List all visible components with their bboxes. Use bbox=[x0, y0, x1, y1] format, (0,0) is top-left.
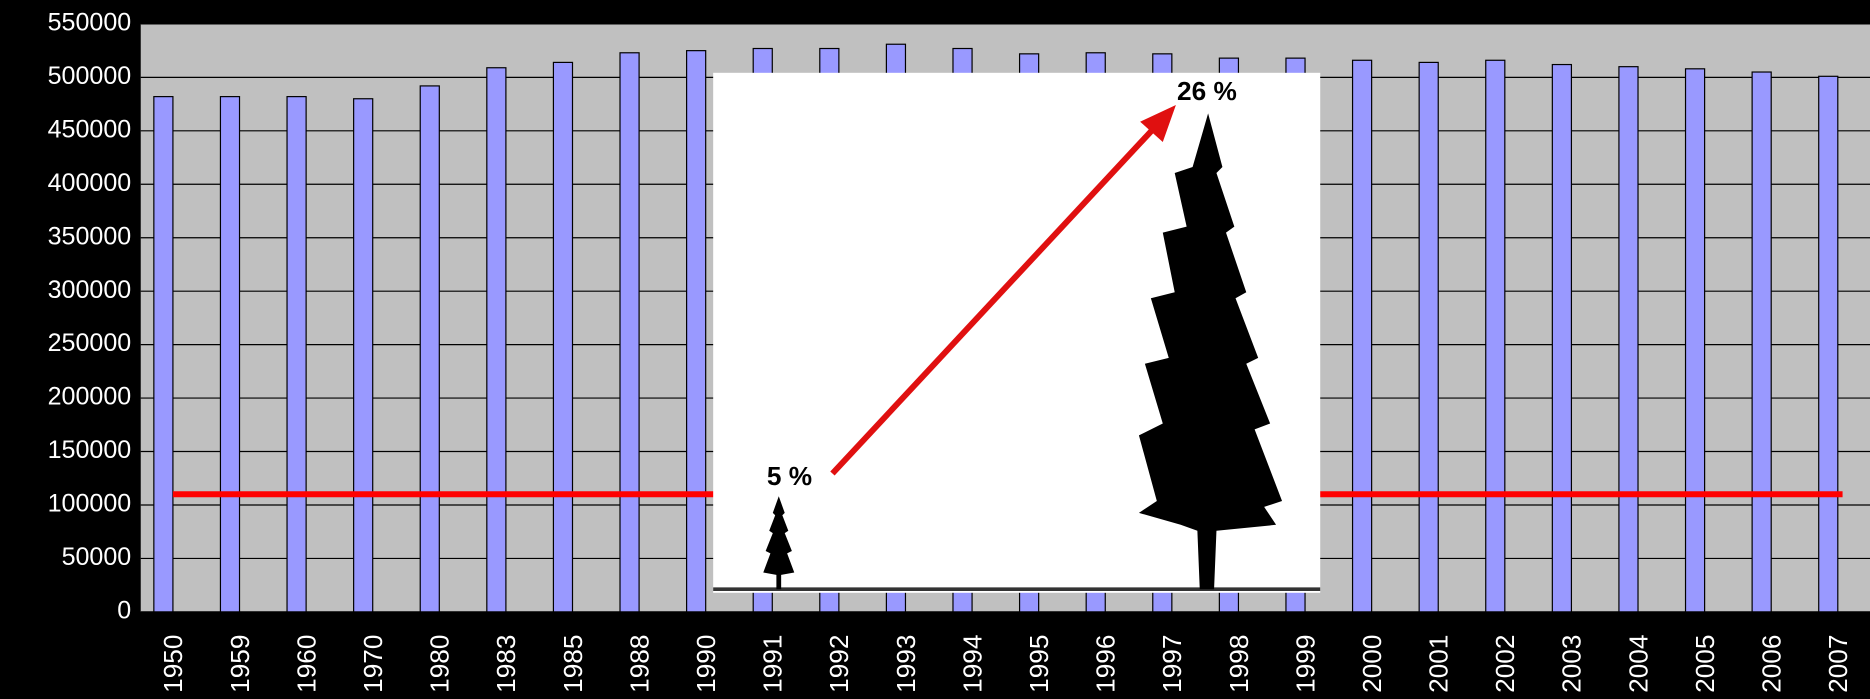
y-tick-label: 350000 bbox=[48, 222, 132, 250]
bar bbox=[553, 62, 572, 611]
x-tick-label: 1980 bbox=[425, 635, 455, 693]
x-tick-label: 1998 bbox=[1224, 635, 1254, 693]
x-tick-label: 2004 bbox=[1623, 635, 1653, 693]
bar bbox=[420, 86, 439, 612]
bar bbox=[287, 97, 306, 612]
y-tick-label: 150000 bbox=[48, 436, 132, 464]
y-tick-label: 250000 bbox=[48, 329, 132, 357]
x-tick-label: 2000 bbox=[1357, 635, 1387, 693]
y-tick-label: 50000 bbox=[62, 543, 132, 571]
x-tick-label: 1999 bbox=[1290, 635, 1320, 693]
bar bbox=[220, 97, 239, 612]
x-tick-label: 1970 bbox=[358, 635, 388, 693]
x-tick-label: 1991 bbox=[758, 635, 788, 693]
x-tick-label: 1997 bbox=[1157, 635, 1187, 693]
x-tick-label: 1988 bbox=[624, 635, 654, 693]
bar bbox=[1686, 69, 1705, 612]
bar bbox=[1419, 62, 1438, 611]
x-tick-label: 2002 bbox=[1490, 635, 1520, 693]
y-tick-label: 200000 bbox=[48, 383, 132, 411]
x-tick-label: 1990 bbox=[691, 635, 721, 693]
y-tick-label: 550000 bbox=[48, 9, 132, 37]
x-tick-label: 2003 bbox=[1557, 635, 1587, 693]
bar bbox=[1486, 60, 1505, 612]
bar bbox=[1353, 60, 1372, 612]
bar bbox=[1552, 65, 1571, 612]
x-tick-label: 2005 bbox=[1690, 635, 1720, 693]
x-tick-label: 1996 bbox=[1091, 635, 1121, 693]
y-tick-label: 500000 bbox=[48, 62, 132, 90]
x-tick-label: 1994 bbox=[957, 635, 987, 693]
bar bbox=[1619, 67, 1638, 612]
x-tick-label: 1960 bbox=[291, 635, 321, 693]
bar bbox=[154, 97, 173, 612]
x-tick-label: 1950 bbox=[158, 635, 188, 693]
inset-image: 5 % 26 % bbox=[713, 73, 1320, 593]
annotation: 5 % bbox=[767, 461, 812, 491]
x-tick-label: 2001 bbox=[1424, 635, 1454, 693]
y-tick-label: 0 bbox=[117, 596, 131, 624]
x-tick-label: 1995 bbox=[1024, 635, 1054, 693]
x-tick-label: 2007 bbox=[1823, 635, 1853, 693]
chart: 5 % 26 % 0 50000 100000 150000 200000 250000 3… bbox=[0, 0, 1870, 699]
y-tick-label: 300000 bbox=[48, 276, 132, 304]
x-tick-label: 1983 bbox=[491, 635, 521, 693]
bar bbox=[687, 51, 706, 612]
bar bbox=[620, 53, 639, 612]
y-tick-label: 100000 bbox=[48, 490, 132, 518]
x-tick-label: 2006 bbox=[1757, 635, 1787, 693]
x-tick-label: 1992 bbox=[824, 635, 854, 693]
y-tick-label: 450000 bbox=[48, 115, 132, 143]
bar bbox=[1752, 72, 1771, 612]
x-tick-label: 1993 bbox=[891, 635, 921, 693]
bar bbox=[354, 99, 373, 612]
annotation: 26 % bbox=[1177, 76, 1237, 106]
bar bbox=[1819, 76, 1838, 612]
bar bbox=[487, 68, 506, 612]
y-tick-label: 400000 bbox=[48, 169, 132, 197]
x-tick-label: 1959 bbox=[225, 635, 255, 693]
x-tick-label: 1985 bbox=[558, 635, 588, 693]
